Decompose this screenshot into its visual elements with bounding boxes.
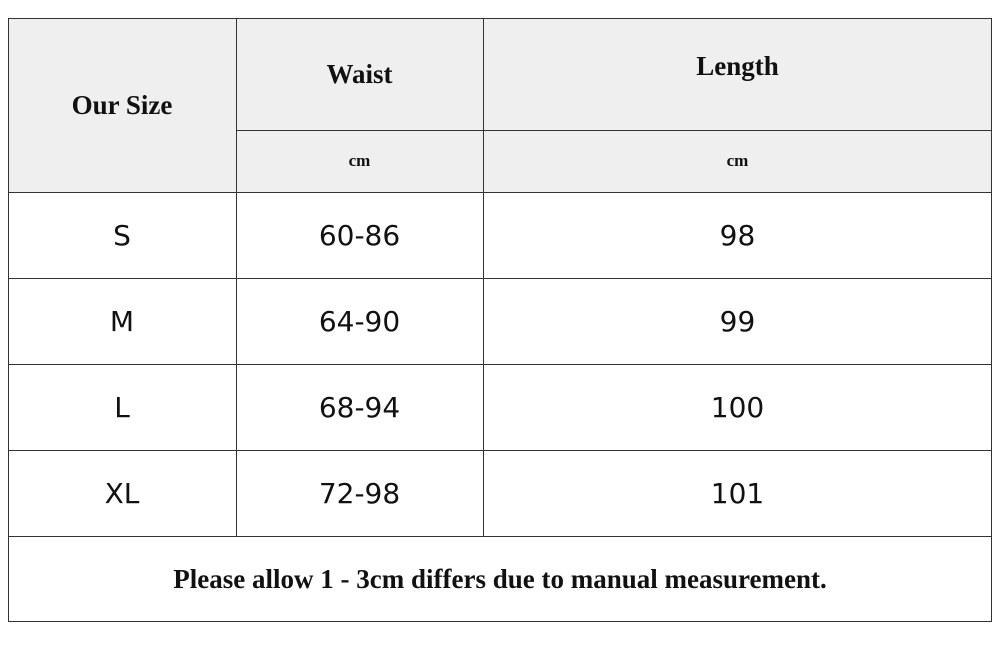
- size-cell: XL: [104, 476, 140, 510]
- size-cell: S: [113, 218, 131, 252]
- column-header: Waist: [236, 18, 483, 130]
- row-line: [8, 536, 992, 537]
- row-line: [8, 192, 992, 193]
- border: [8, 621, 992, 622]
- waist-cell: 72-98: [318, 476, 401, 510]
- length-cell: 98: [719, 218, 756, 252]
- length-cell: 99: [719, 304, 756, 338]
- row-line: [8, 278, 992, 279]
- border: [8, 18, 9, 622]
- size-cell: L: [114, 390, 130, 424]
- border: [8, 18, 992, 19]
- waist-cell: 64-90: [318, 304, 401, 338]
- row-line: [8, 364, 992, 365]
- border: [991, 18, 992, 622]
- column-line: [483, 18, 484, 536]
- row-line: [8, 450, 992, 451]
- waist-cell: 68-94: [318, 390, 401, 424]
- column-header: Length: [483, 18, 992, 130]
- column-line: [236, 18, 237, 536]
- row-line: [236, 130, 992, 131]
- size-header: Our Size: [8, 18, 236, 192]
- note: Please allow 1 - 3cm differs due to manu…: [173, 563, 827, 594]
- unit-label: cm: [236, 130, 483, 192]
- length-cell: 100: [710, 390, 765, 424]
- unit-label: cm: [483, 130, 992, 192]
- size-cell: M: [109, 304, 135, 338]
- length-cell: 101: [710, 476, 765, 510]
- waist-cell: 60-86: [318, 218, 401, 252]
